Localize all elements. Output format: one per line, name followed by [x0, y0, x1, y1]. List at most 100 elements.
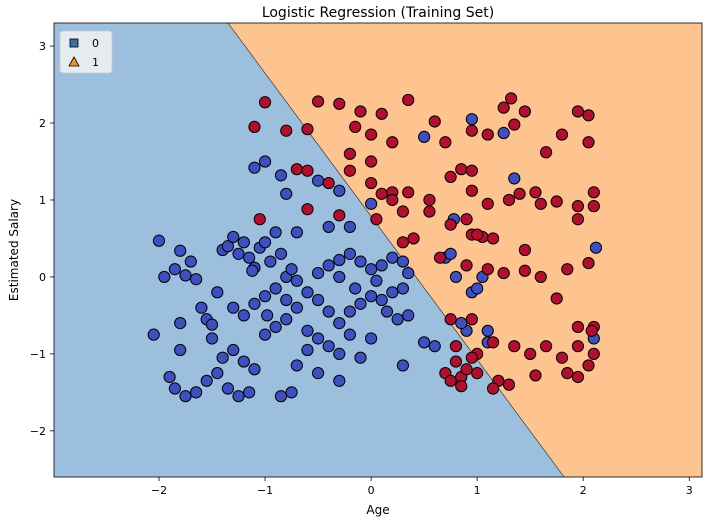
data-point-class-1 — [465, 184, 478, 197]
data-point-class-0 — [343, 328, 356, 341]
data-point-class-0 — [237, 236, 250, 249]
data-point-class-0 — [147, 328, 160, 341]
data-point-class-0 — [380, 305, 394, 318]
data-point-class-1 — [587, 347, 600, 360]
data-point-class-1 — [386, 193, 399, 207]
data-point-class-0 — [322, 259, 335, 272]
y-tick-label: 0 — [39, 271, 46, 284]
data-point-class-1 — [343, 164, 356, 177]
data-point-class-0 — [232, 390, 245, 403]
data-point-class-0 — [301, 324, 314, 337]
data-point-class-1 — [449, 355, 463, 368]
data-point-class-0 — [174, 317, 187, 330]
data-point-class-0 — [227, 343, 240, 357]
data-point-class-0 — [195, 301, 208, 314]
data-point-class-1 — [465, 351, 478, 364]
data-point-class-1 — [439, 136, 452, 149]
data-point-class-1 — [433, 251, 447, 264]
data-point-class-1 — [333, 97, 346, 110]
data-point-class-1 — [587, 200, 600, 213]
data-point-class-0 — [280, 293, 293, 307]
data-point-class-0 — [211, 367, 224, 380]
data-point-class-1 — [444, 170, 457, 183]
data-point-class-0 — [396, 359, 410, 372]
data-point-class-0 — [322, 305, 335, 318]
data-point-class-1 — [571, 200, 585, 213]
data-point-class-0 — [333, 184, 346, 197]
data-point-class-1 — [508, 340, 521, 353]
data-point-class-1 — [460, 259, 473, 272]
data-point-class-0 — [333, 317, 346, 330]
data-point-class-1 — [460, 363, 473, 376]
data-point-class-1 — [534, 270, 547, 284]
data-point-class-1 — [396, 205, 410, 218]
data-point-class-0 — [179, 269, 192, 282]
data-point-class-1 — [481, 128, 494, 141]
data-point-class-1 — [571, 105, 585, 118]
y-tick-label: 1 — [39, 194, 46, 207]
data-point-class-1 — [571, 320, 585, 334]
data-point-class-0 — [311, 332, 325, 345]
data-point-class-1 — [534, 197, 547, 210]
data-point-class-0 — [174, 343, 187, 357]
data-point-class-0 — [428, 340, 441, 353]
legend-label: 1 — [92, 56, 99, 69]
data-point-class-0 — [418, 336, 431, 349]
data-point-class-1 — [465, 124, 478, 137]
data-point-class-0 — [227, 301, 240, 314]
data-point-class-1 — [465, 313, 478, 326]
data-point-class-0 — [290, 301, 303, 314]
data-point-class-0 — [211, 286, 224, 299]
data-point-class-0 — [168, 382, 182, 395]
data-point-class-1 — [513, 187, 526, 200]
data-point-class-0 — [343, 247, 356, 260]
data-point-class-1 — [322, 176, 335, 190]
data-point-class-0 — [343, 220, 356, 234]
data-point-class-1 — [375, 187, 388, 200]
data-point-class-0 — [274, 247, 288, 260]
data-point-class-1 — [582, 136, 595, 149]
data-point-class-1 — [481, 197, 494, 210]
data-point-class-0 — [261, 309, 274, 322]
data-point-class-0 — [258, 290, 272, 303]
data-point-class-0 — [269, 320, 282, 334]
data-point-class-1 — [486, 232, 500, 245]
data-point-class-0 — [280, 187, 293, 200]
data-point-class-0 — [248, 297, 261, 310]
data-point-class-0 — [396, 255, 410, 268]
y-tick-label: 2 — [39, 117, 46, 130]
data-point-class-0 — [370, 274, 383, 287]
data-point-class-0 — [333, 347, 346, 360]
data-point-class-1 — [444, 313, 457, 326]
data-point-class-1 — [539, 340, 553, 353]
data-point-class-0 — [311, 367, 325, 380]
data-point-class-0 — [365, 263, 378, 276]
chart-title: Logistic Regression (Training Set) — [262, 5, 494, 21]
data-point-class-0 — [163, 370, 176, 384]
data-point-class-1 — [280, 124, 293, 137]
data-point-class-1 — [333, 209, 346, 222]
data-point-class-0 — [190, 273, 203, 286]
data-point-class-0 — [158, 270, 171, 284]
y-tick-label: −2 — [30, 425, 46, 438]
data-point-class-0 — [311, 174, 325, 187]
x-tick-label: −1 — [257, 484, 273, 497]
data-point-class-1 — [365, 176, 378, 190]
data-point-class-1 — [258, 96, 272, 109]
data-point-class-1 — [444, 218, 457, 231]
data-point-class-0 — [285, 386, 298, 399]
data-point-class-1 — [428, 115, 441, 128]
data-point-class-0 — [311, 266, 325, 280]
data-point-class-0 — [444, 247, 457, 260]
x-tick-label: 0 — [368, 484, 375, 497]
data-point-class-0 — [589, 241, 603, 254]
legend: 01 — [59, 30, 113, 74]
data-point-class-0 — [333, 374, 346, 387]
data-point-class-1 — [460, 213, 473, 226]
data-point-class-0 — [221, 240, 235, 253]
data-point-class-0 — [290, 359, 303, 372]
data-point-class-1 — [518, 105, 531, 118]
legend-triangle-marker — [68, 56, 80, 67]
data-point-class-0 — [179, 390, 192, 403]
data-point-class-0 — [343, 305, 356, 318]
